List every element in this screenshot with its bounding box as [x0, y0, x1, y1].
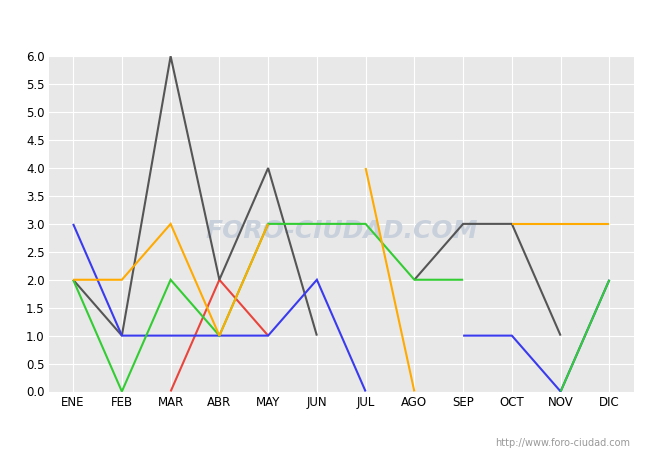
Text: http://www.foro-ciudad.com: http://www.foro-ciudad.com — [495, 438, 630, 448]
Text: Matriculaciones de Vehiculos en Herrera del Duque: Matriculaciones de Vehiculos en Herrera … — [94, 17, 556, 35]
Text: FORO-CIUDAD.COM: FORO-CIUDAD.COM — [205, 219, 478, 243]
